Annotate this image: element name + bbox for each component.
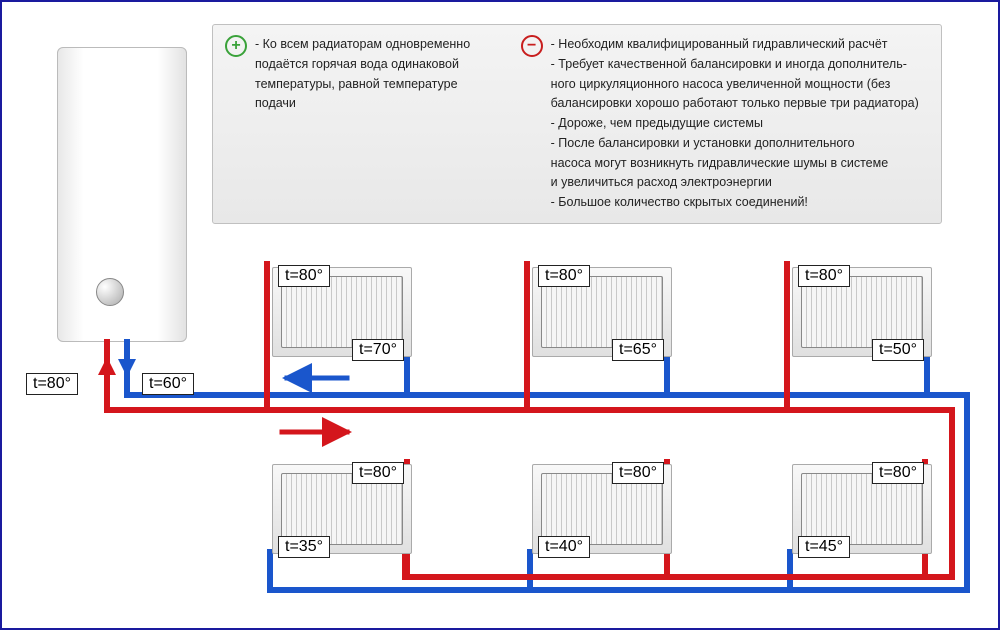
temp-out: t=50° bbox=[872, 339, 924, 361]
cons-line: - После балансировки и установки дополни… bbox=[551, 134, 919, 153]
temp-in: t=80° bbox=[278, 265, 330, 287]
boiler-return-temp: t=60° bbox=[142, 373, 194, 395]
temp-out: t=40° bbox=[538, 536, 590, 558]
boiler-supply-temp: t=80° bbox=[26, 373, 78, 395]
temp-in: t=80° bbox=[872, 462, 924, 484]
pros-line: подачи bbox=[255, 94, 470, 113]
pros-cons-panel: + - Ко всем радиаторам одновременно пода… bbox=[212, 24, 942, 224]
pros-line: температуры, равной температуре bbox=[255, 75, 470, 94]
temp-in: t=80° bbox=[352, 462, 404, 484]
boiler-knob bbox=[96, 278, 124, 306]
cons-line: и увеличиться расход электроэнергии bbox=[551, 173, 919, 192]
temp-out: t=45° bbox=[798, 536, 850, 558]
pros-column: + - Ко всем радиаторам одновременно пода… bbox=[225, 35, 521, 213]
boiler-port-arrows bbox=[107, 360, 127, 374]
plus-icon: + bbox=[225, 35, 247, 57]
cons-column: − - Необходим квалифицированный гидравли… bbox=[521, 35, 929, 213]
cons-line: - Требует качественной балансировки и ин… bbox=[551, 55, 919, 74]
temp-out: t=70° bbox=[352, 339, 404, 361]
cons-line: - Необходим квалифицированный гидравличе… bbox=[551, 35, 919, 54]
pros-line: подаётся горячая вода одинаковой bbox=[255, 55, 470, 74]
temp-out: t=65° bbox=[612, 339, 664, 361]
pros-text: - Ко всем радиаторам одновременно подаёт… bbox=[255, 35, 470, 213]
temp-out: t=35° bbox=[278, 536, 330, 558]
boiler bbox=[57, 47, 187, 342]
cons-line: насоса могут возникнуть гидравлические ш… bbox=[551, 154, 919, 173]
temp-in: t=80° bbox=[798, 265, 850, 287]
temp-in: t=80° bbox=[538, 265, 590, 287]
temp-in: t=80° bbox=[612, 462, 664, 484]
minus-icon: − bbox=[521, 35, 543, 57]
cons-line: - Большое количество скрытых соединений! bbox=[551, 193, 919, 212]
cons-text: - Необходим квалифицированный гидравличе… bbox=[551, 35, 919, 213]
cons-line: ного циркуляционного насоса увеличенной … bbox=[551, 75, 919, 94]
pros-line: - Ко всем радиаторам одновременно bbox=[255, 35, 470, 54]
cons-line: - Дороже, чем предыдущие системы bbox=[551, 114, 919, 133]
cons-line: балансировки хорошо работают только перв… bbox=[551, 94, 919, 113]
